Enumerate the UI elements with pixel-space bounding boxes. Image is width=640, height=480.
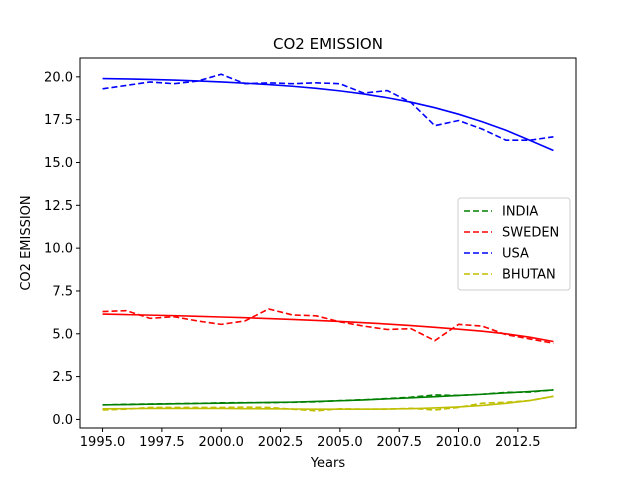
x-tick-label: 2010.0 <box>436 435 482 450</box>
x-tick-label: 1995.0 <box>80 435 126 450</box>
series-line-bhutan <box>102 395 554 412</box>
legend-label-india: INDIA <box>502 205 538 220</box>
y-tick-label: 2.5 <box>52 370 73 385</box>
legend-label-sweden: SWEDEN <box>502 226 559 241</box>
axis-ticks: 1995.0 1997.5 2000.0 2002.5 2005.0 2007.5 2010… <box>44 70 541 450</box>
x-axis-title: Years <box>310 456 346 471</box>
y-tick-label: 17.5 <box>44 113 73 128</box>
y-tick-label: 5.0 <box>52 327 73 342</box>
x-tick-label: 2000.0 <box>198 435 244 450</box>
trend-line-usa <box>102 77 554 152</box>
plot-area <box>102 73 554 412</box>
x-tick-label: 2005.0 <box>317 435 363 450</box>
chart-title: CO2 EMISSION <box>273 35 383 53</box>
y-tick-label: 20.0 <box>44 70 73 85</box>
y-tick-label: 12.5 <box>44 199 73 214</box>
x-tick-label: 2007.5 <box>376 435 422 450</box>
trend-line-sweden <box>102 313 554 343</box>
x-tick-label: 2012.5 <box>495 435 541 450</box>
plot-frame <box>79 57 577 429</box>
x-tick-label: 1997.5 <box>139 435 185 450</box>
legend-label-bhutan: BHUTAN <box>502 268 556 283</box>
y-axis-title: CO2 EMISSION <box>19 195 34 290</box>
y-tick-label: 7.5 <box>52 284 73 299</box>
y-tick-label: 10.0 <box>44 242 73 257</box>
y-tick-label: 0.0 <box>52 413 73 428</box>
legend-box <box>457 197 571 291</box>
legend-label-usa: USA <box>502 247 529 262</box>
y-tick-label: 15.0 <box>44 156 73 171</box>
series-line-sweden <box>102 308 554 344</box>
series-line-india <box>102 389 554 406</box>
legend: INDIA SWEDEN USA BHUTAN <box>457 197 571 291</box>
x-tick-label: 2002.5 <box>258 435 304 450</box>
series-line-usa <box>102 73 554 142</box>
